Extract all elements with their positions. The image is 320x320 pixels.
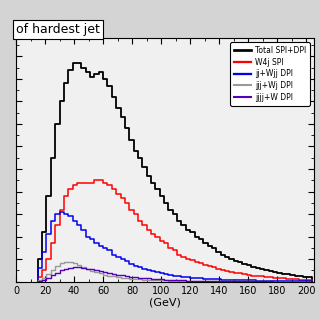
- Text: of hardest jet: of hardest jet: [16, 23, 100, 36]
- X-axis label: (GeV): (GeV): [149, 298, 181, 308]
- Legend: Total SPI+DPI, W4j SPI, jj+Wjj DPI, jjj+Wj DPI, jjjj+W DPI: Total SPI+DPI, W4j SPI, jj+Wjj DPI, jjj+…: [230, 42, 310, 106]
